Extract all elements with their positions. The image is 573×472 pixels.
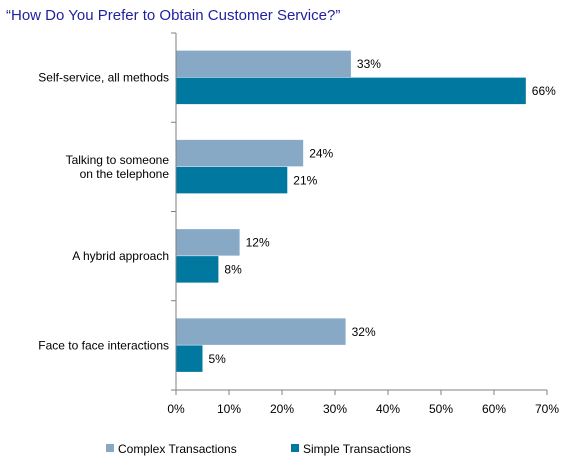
legend-label-simple: Simple Transactions [303,442,411,456]
data-label-complex-0: 33% [357,57,381,71]
category-label-3: Face to face interactions [38,338,169,352]
data-label-simple-0: 66% [532,84,556,98]
bar-complex-1 [176,139,304,167]
data-label-complex-1: 24% [309,146,333,160]
x-tick-label-0: 0% [167,402,185,416]
bar-simple-0 [176,77,526,105]
bar-simple-2 [176,256,219,283]
category-label-1-line-1: on the telephone [80,167,170,181]
bar-simple-1 [176,166,288,194]
category-label-0: Self-service, all methods [38,71,169,85]
x-tick-label-2: 20% [270,402,294,416]
category-label-2: A hybrid approach [72,249,169,263]
category-labels: Self-service, all methods Talking to some… [38,71,169,353]
bar-simple-3 [176,345,203,372]
data-label-simple-1: 21% [293,173,317,187]
data-label-complex-2: 12% [246,236,270,250]
chart-title: “How Do You Prefer to Obtain Customer Se… [6,7,340,24]
x-tick-label-1: 10% [217,402,241,416]
bars-group: 33% 66% 24% 21% 12% 8% 32% 5% [176,50,556,372]
x-tick-label-5: 50% [429,402,453,416]
x-tick-label-6: 60% [482,402,506,416]
category-label-1-line-0: Talking to someone [66,153,170,167]
legend-swatch-complex [106,444,114,452]
bar-complex-2 [176,229,240,256]
legend-label-complex: Complex Transactions [118,442,237,456]
bar-complex-0 [176,50,351,78]
x-tick-label-7: 70% [535,402,559,416]
bar-complex-3 [176,318,346,345]
x-tick-label-3: 30% [323,402,347,416]
data-label-simple-2: 8% [224,263,242,277]
data-label-simple-3: 5% [209,352,227,366]
x-tick-label-4: 40% [376,402,400,416]
x-axis: 0% 10% 20% 30% 40% 50% 60% 70% [167,32,559,416]
data-label-complex-3: 32% [352,325,376,339]
legend: Complex Transactions Simple Transactions [106,442,411,456]
legend-swatch-simple [291,444,299,452]
